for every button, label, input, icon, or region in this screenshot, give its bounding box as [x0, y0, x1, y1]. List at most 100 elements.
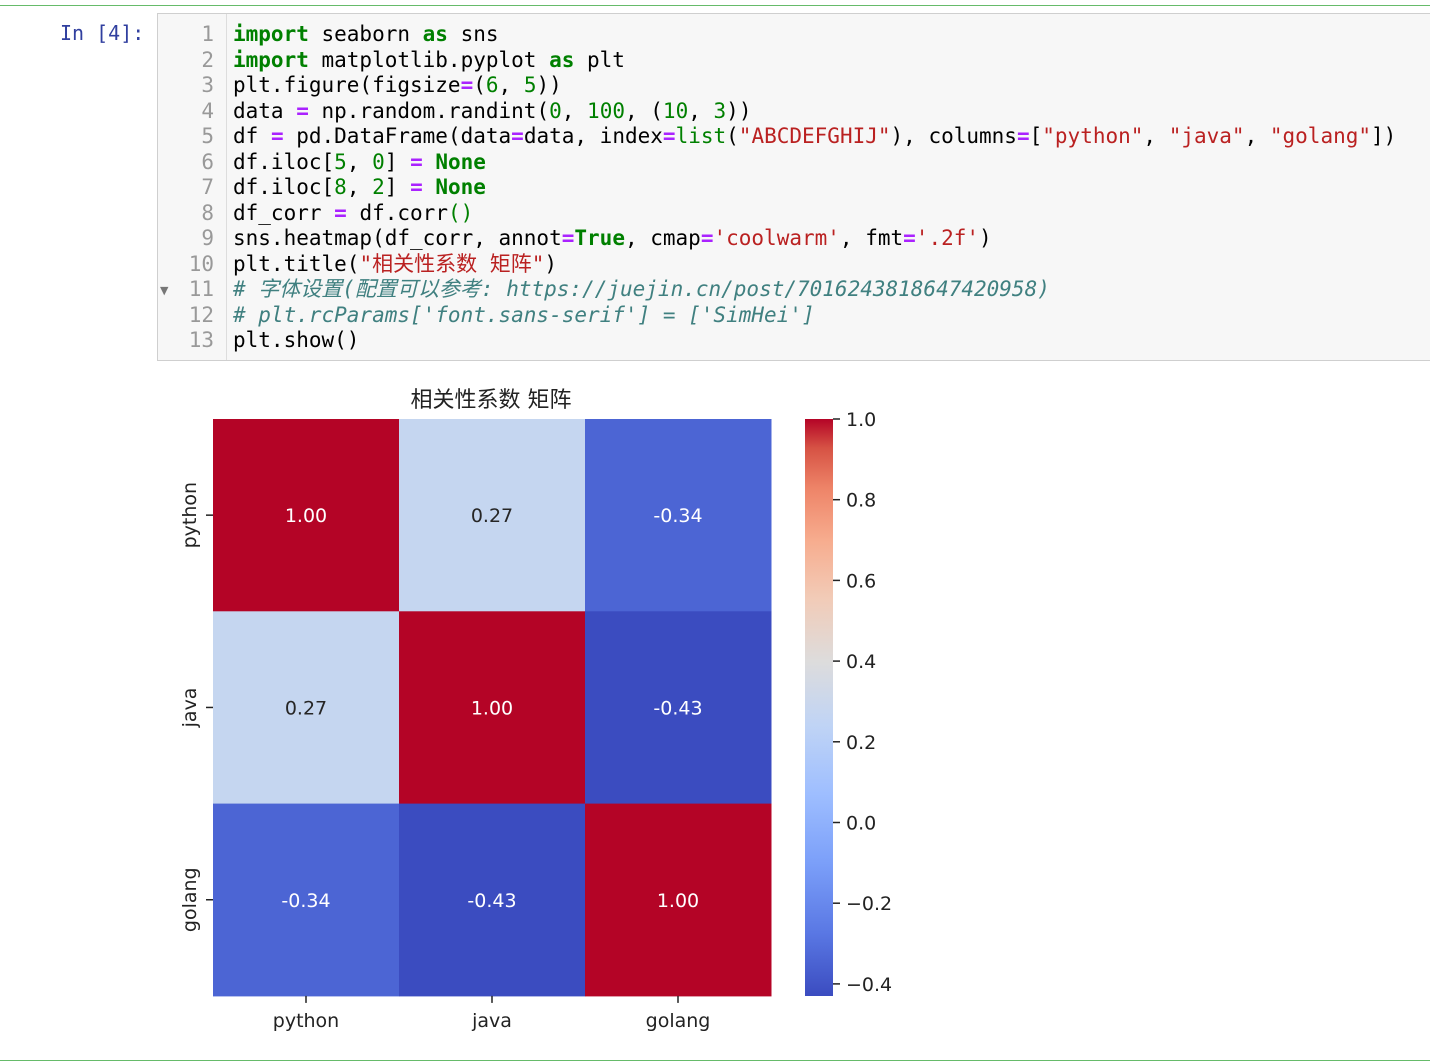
code-token: plt.figure(figsize — [233, 73, 461, 97]
colorbar-tick-label: −0.2 — [846, 893, 892, 915]
line-number: 3 — [201, 73, 214, 97]
code-token: 10 — [662, 98, 689, 123]
code-token: ] — [384, 175, 411, 199]
code-token: "ABCDEFGHIJ" — [738, 124, 891, 148]
code-token: data, index — [523, 124, 663, 148]
code-token: , — [346, 175, 373, 199]
code-token: 2 — [372, 175, 385, 199]
code-token: () — [447, 200, 474, 225]
line-number-gutter — [158, 14, 227, 360]
code-cell-editor[interactable]: 1 import seaborn as sns 2 import matplotlib… — [157, 13, 1430, 361]
cell-annotation: 1.00 — [285, 505, 327, 527]
code-token: plt.show() — [233, 328, 360, 352]
code-line[interactable]: df.iloc[5, 0] = None — [233, 150, 486, 176]
colorbar — [805, 419, 833, 996]
heatmap-cell — [585, 803, 772, 997]
heatmap-cell — [585, 419, 772, 612]
code-token: df.corr — [346, 200, 448, 225]
code-token: as — [549, 47, 575, 72]
code-token: sns.heatmap(df_corr, annot — [233, 226, 562, 250]
code-token: ]) — [1371, 124, 1397, 148]
line-number: 6 — [201, 149, 214, 174]
line-number: 10 — [188, 251, 214, 276]
code-token: None — [435, 175, 486, 199]
code-token: df.iloc[ — [233, 175, 335, 199]
line-number: 11 — [188, 277, 214, 301]
colorbar-tick-label: −0.4 — [846, 974, 892, 996]
colorbar-tick-label: 0.0 — [846, 812, 876, 834]
code-token: True — [574, 226, 625, 250]
cell-annotation: 1.00 — [471, 697, 513, 719]
heatmap-cell — [213, 611, 400, 805]
code-token: list — [675, 124, 727, 148]
code-token: ) — [544, 251, 558, 276]
code-line[interactable]: plt.figure(figsize=(6, 5)) — [233, 73, 562, 99]
colorbar-tick-label: 1.0 — [846, 409, 876, 431]
line-number: 1 — [201, 22, 214, 46]
code-token: = — [903, 226, 916, 250]
x-tick-label: python — [273, 1010, 339, 1032]
line-number: 2 — [201, 47, 214, 72]
code-token: , ( — [624, 98, 663, 123]
code-token: , cmap — [624, 226, 701, 250]
cell-annotation: -0.34 — [653, 505, 702, 527]
code-token: , — [1244, 124, 1270, 148]
colorbar-tick-label: 0.4 — [846, 651, 876, 673]
code-token: 0 — [549, 98, 562, 123]
code-line[interactable]: # plt.rcParams['font.sans-serif'] = ['Si… — [233, 303, 815, 329]
x-tick-label: golang — [646, 1010, 711, 1032]
cell-bottom-border — [0, 1060, 1430, 1061]
y-tick-label: python — [179, 482, 201, 548]
code-line[interactable]: # 字体设置(配置可以参考: https://juejin.cn/post/70… — [233, 277, 1050, 303]
code-line[interactable]: sns.heatmap(df_corr, annot=True, cmap='c… — [233, 226, 992, 252]
code-line[interactable]: df.iloc[8, 2] = None — [233, 175, 486, 201]
code-token: '.2f' — [915, 226, 980, 250]
code-token: plt.title( — [233, 251, 360, 276]
code-line[interactable]: plt.title("相关性系数 矩阵") — [233, 252, 557, 278]
code-token: "python" — [1042, 124, 1144, 148]
code-token: , — [1143, 124, 1169, 148]
colorbar-tick-label: 0.6 — [846, 570, 876, 592]
cell-top-border — [0, 5, 1430, 6]
code-token: , — [498, 73, 524, 97]
code-token: , — [561, 98, 588, 123]
line-number: 12 — [188, 302, 214, 327]
code-token: 8 — [334, 175, 347, 199]
code-token: ] — [384, 149, 411, 174]
fold-arrow-icon[interactable]: ▼ — [160, 284, 169, 297]
code-token: = — [410, 175, 423, 199]
y-tick-label: java — [179, 688, 201, 729]
code-token: np.random.randint( — [308, 98, 550, 123]
code-token: 0 — [372, 149, 385, 174]
code-token: , — [346, 149, 373, 174]
code-token: matplotlib.pyplot — [308, 47, 550, 72]
line-number: 9 — [201, 226, 214, 250]
code-token: [ — [1029, 124, 1043, 148]
cell-annotation: -0.34 — [281, 890, 330, 912]
code-token: = — [270, 124, 284, 148]
code-token: "java" — [1168, 124, 1245, 148]
code-token: = — [662, 124, 676, 148]
line-number: 8 — [201, 200, 214, 225]
code-token: df_corr — [233, 200, 335, 225]
y-tick-label: golang — [179, 867, 201, 932]
code-token: 'coolwarm' — [713, 226, 840, 250]
code-token: sns — [447, 22, 499, 46]
code-token: = — [410, 149, 423, 174]
line-number: 4 — [201, 98, 214, 123]
cell-annotation: 0.27 — [471, 505, 513, 527]
heatmap-cell — [213, 803, 400, 997]
code-line[interactable]: plt.show() — [233, 328, 359, 354]
line-number: 13 — [188, 328, 214, 352]
code-line[interactable]: data = np.random.randint(0, 100, (10, 3)… — [233, 99, 751, 125]
code-line[interactable]: df_corr = df.corr() — [233, 201, 473, 227]
code-token: "golang" — [1269, 124, 1372, 148]
line-number: 7 — [201, 175, 214, 199]
line-number: 5 — [201, 124, 214, 148]
code-line[interactable]: import seaborn as sns — [233, 22, 499, 48]
code-token: None — [435, 149, 486, 174]
code-line[interactable]: df = pd.DataFrame(data=data, index=list(… — [233, 124, 1396, 150]
code-token: , fmt — [839, 226, 904, 250]
code-line[interactable]: import matplotlib.pyplot as plt — [233, 48, 625, 74]
